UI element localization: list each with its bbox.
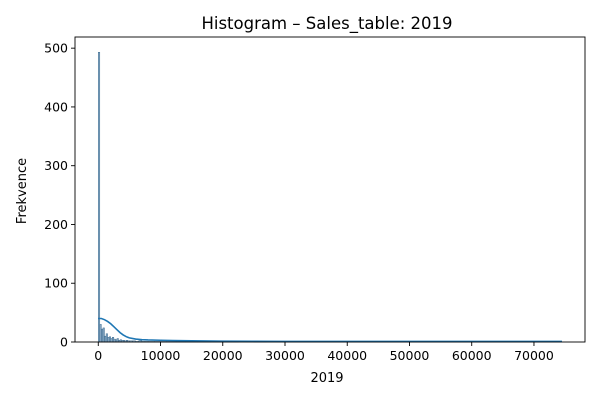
histogram-bar — [116, 338, 119, 343]
plot-frame — [74, 36, 586, 343]
kde-curve — [98, 317, 562, 343]
x-tick-label: 40000 — [327, 348, 367, 363]
y-tick-label: 0 — [60, 335, 68, 350]
y-tick-label: 400 — [44, 99, 68, 114]
x-tick-label: 60000 — [452, 348, 492, 363]
axes: 0 10000 20000 30000 40000 50000 60000 70000 0 100… — [44, 36, 586, 363]
x-tick-label: 10000 — [141, 348, 181, 363]
x-tick-label: 20000 — [203, 348, 243, 363]
x-tick-label: 0 — [94, 348, 102, 363]
y-tick-label: 200 — [44, 217, 68, 232]
histogram-bar — [98, 52, 101, 343]
y-tick-label: 100 — [44, 276, 68, 291]
histogram-bars — [98, 52, 267, 343]
histogram-bar — [107, 337, 110, 343]
chart-title: Histogram – Sales_table: 2019 — [201, 14, 452, 34]
x-tick-label: 30000 — [265, 348, 305, 363]
histogram-bar — [108, 336, 111, 343]
histogram-bar — [102, 327, 105, 343]
histogram-bar — [112, 337, 115, 343]
x-tick-label: 50000 — [390, 348, 430, 363]
x-tick-label: 70000 — [514, 348, 554, 363]
x-axis-label: 2019 — [310, 371, 343, 386]
y-tick-label: 300 — [44, 158, 68, 173]
histogram-bar — [105, 333, 108, 343]
kde-curve-layer — [98, 317, 562, 343]
histogram-bar — [101, 328, 104, 343]
y-axis-label: Frekvence — [15, 158, 30, 224]
histogram-bar — [99, 324, 102, 343]
histogram-bar — [104, 335, 107, 343]
histogram-bar — [110, 338, 113, 343]
y-tick-label: 500 — [44, 41, 68, 56]
